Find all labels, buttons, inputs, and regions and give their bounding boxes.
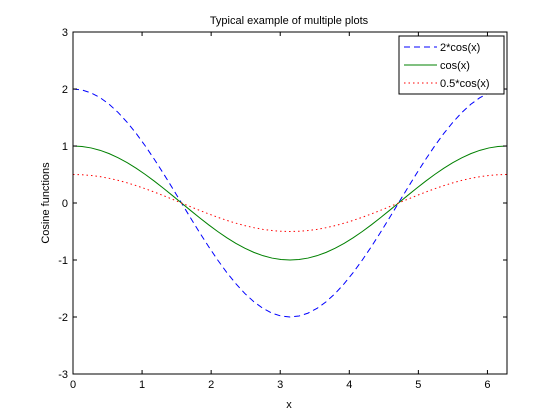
x-tick-label: 5 (415, 379, 421, 391)
series-lines (72, 88, 508, 318)
y-tick-label: 0 (62, 198, 68, 210)
legend-box (398, 35, 505, 95)
x-tick-label: 0 (70, 379, 76, 391)
x-tick-label: 1 (139, 379, 145, 391)
y-tick-label: -2 (58, 312, 68, 324)
x-tick-label: 4 (346, 379, 352, 391)
legend-label-1: 2*cos(x) (440, 42, 480, 54)
legend: 2*cos(x) cos(x) 0.5*cos(x) (398, 35, 505, 95)
series-line-1 (72, 88, 508, 318)
legend-label-3: 0.5*cos(x) (440, 78, 490, 90)
legend-label-2: cos(x) (440, 60, 470, 72)
x-tick-label: 3 (277, 379, 283, 391)
series-line-3 (72, 174, 508, 233)
x-axis-label: x (286, 399, 292, 411)
series-line-2 (72, 145, 508, 261)
chart-title: Typical example of multiple plots (210, 15, 369, 27)
y-tick-label: 3 (62, 27, 68, 39)
y-tick-label: -1 (58, 255, 68, 267)
x-tick-label: 2 (208, 379, 214, 391)
x-tick-label: 6 (484, 379, 490, 391)
y-axis-label: Cosine functions (40, 162, 52, 244)
y-tick-label: -3 (58, 369, 68, 381)
x-axis: 0 1 2 3 4 5 6 (70, 32, 491, 391)
y-tick-label: 2 (62, 84, 68, 96)
y-tick-label: 1 (62, 141, 68, 153)
y-axis: -3 -2 -1 0 1 2 3 (58, 27, 507, 381)
